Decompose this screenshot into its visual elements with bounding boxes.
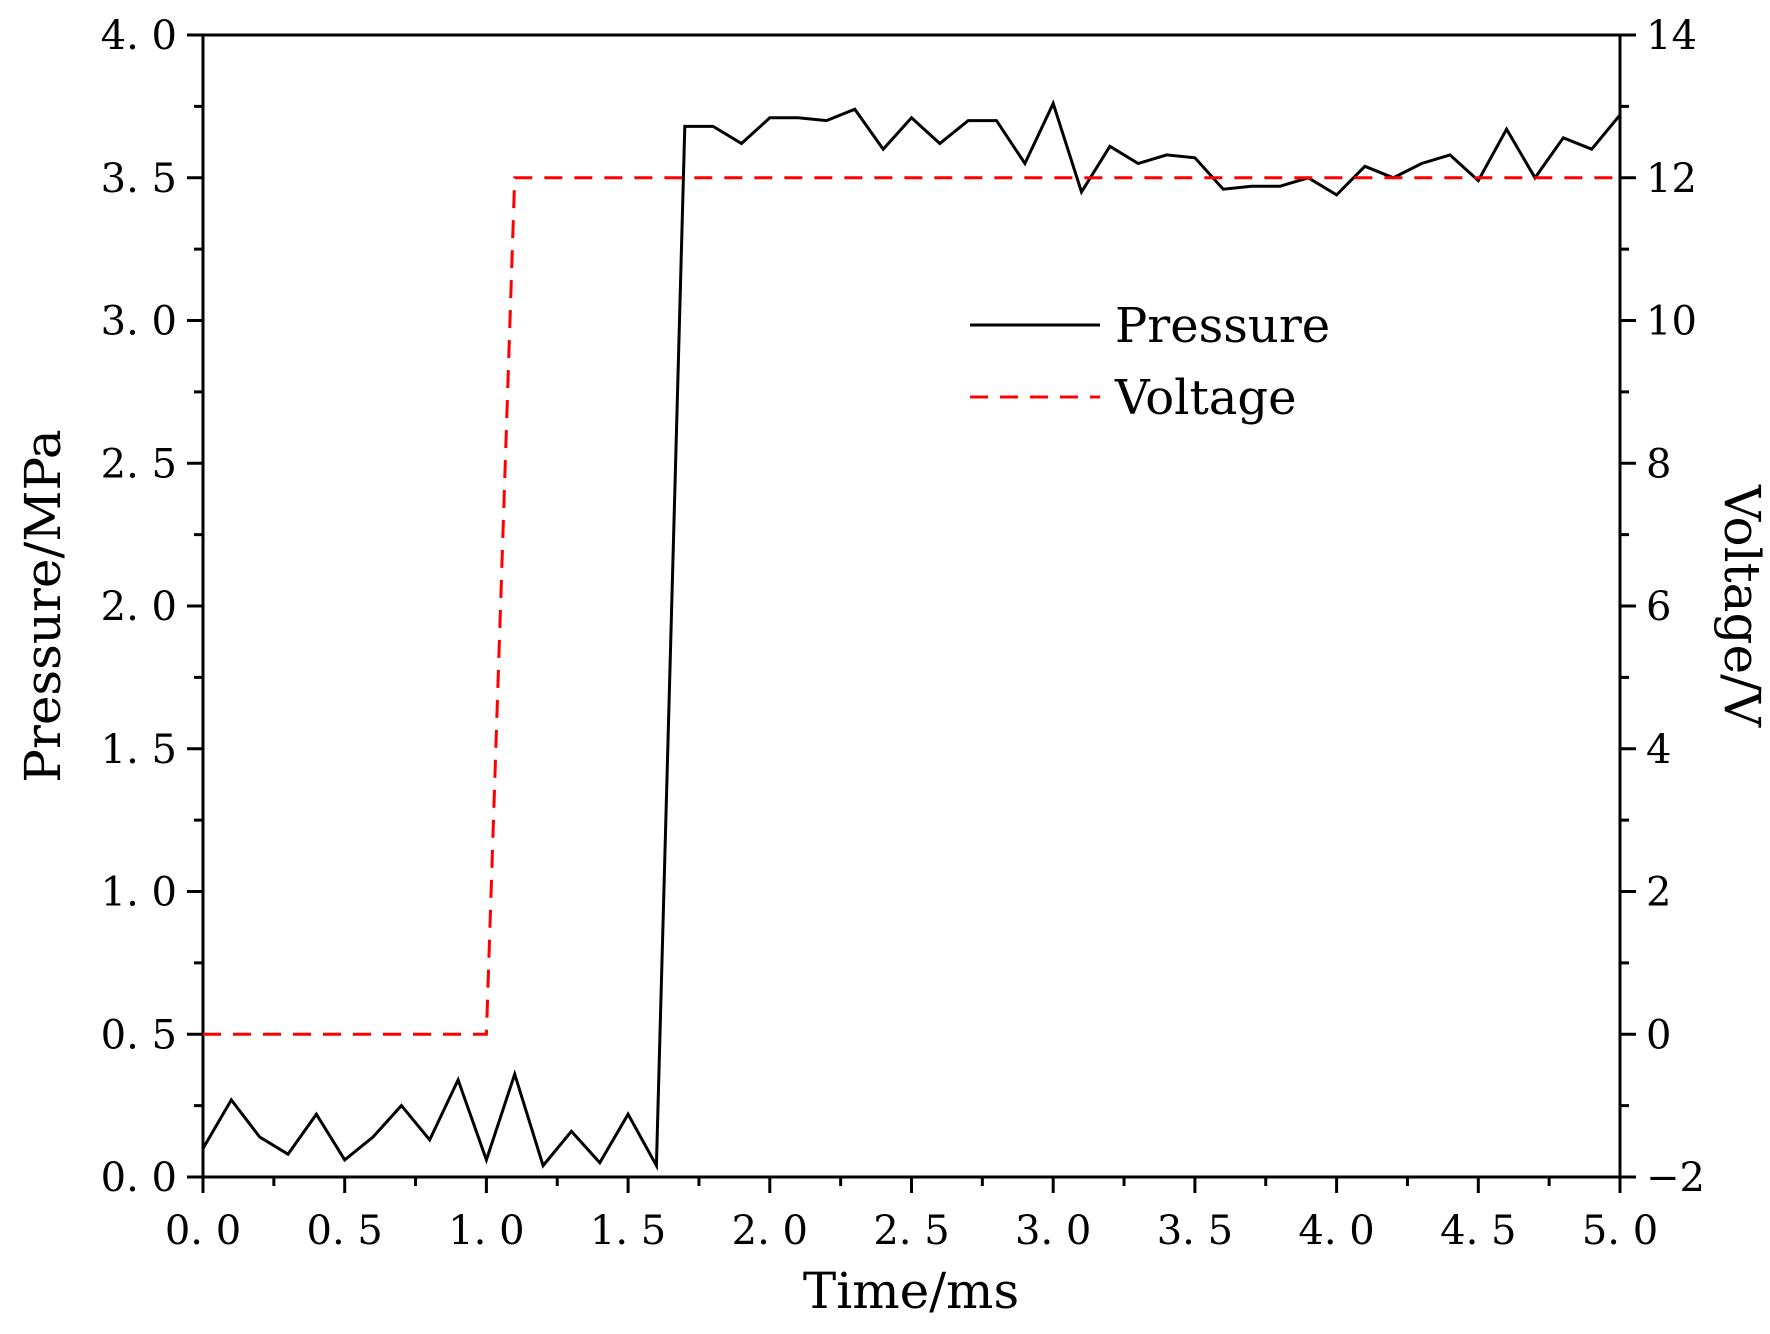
series-line-voltage (203, 176, 1620, 1036)
y2-tick-label: −2 (1646, 1155, 1705, 1201)
y2-tick-label: 14 (1646, 13, 1697, 59)
y2-tick-label: 6 (1646, 584, 1671, 630)
y-tick-label: 2. 5 (101, 441, 177, 487)
y-tick-label: 0. 0 (101, 1155, 177, 1201)
y-tick-label: 1. 0 (101, 870, 177, 916)
y2-axis-ticks: −2 0 2 4 6 8 10 12 14 (1620, 13, 1705, 1201)
y-tick-label: 0. 5 (101, 1012, 177, 1058)
y2-tick-label: 4 (1646, 727, 1671, 773)
plot-frame (201, 33, 1622, 1179)
y-tick-label: 3. 0 (101, 299, 177, 345)
x-tick-label: 2. 0 (732, 1208, 808, 1254)
x-tick-label: 1. 5 (590, 1208, 666, 1254)
series-line-pressure (201, 99, 1622, 1172)
x-tick-label: 4. 5 (1440, 1208, 1516, 1254)
y2-tick-label: 10 (1646, 299, 1697, 345)
y2-tick-label: 12 (1646, 156, 1697, 202)
y-axis-title: Pressure/MPa (14, 429, 72, 782)
y2-tick-label: 8 (1646, 441, 1671, 487)
y-axis-ticks: 0. 0 0. 5 1. 0 1. 5 2. 0 2. 5 3. 0 3. 5 4. 0 (101, 13, 203, 1201)
x-tick-label: 0. 5 (307, 1208, 383, 1254)
x-tick-label: 0. 0 (165, 1208, 241, 1254)
x-tick-label: 1. 0 (448, 1208, 524, 1254)
y-tick-label: 4. 0 (101, 13, 177, 59)
legend-voltage-label: Voltage (1114, 370, 1297, 426)
y-tick-label: 3. 5 (101, 156, 177, 202)
y2-axis-title: Voltage/V (1713, 484, 1770, 728)
series-layer (201, 99, 1622, 1172)
x-axis-ticks: 0. 0 0. 5 1. 0 1. 5 2. 0 2. 5 3. 0 3. 5 4. 0 4. 5… (165, 1177, 1658, 1254)
x-tick-label: 5. 0 (1582, 1208, 1658, 1254)
y-tick-label: 1. 5 (101, 727, 177, 773)
x-tick-label: 3. 5 (1157, 1208, 1233, 1254)
y2-tick-label: 2 (1646, 870, 1671, 916)
legend: Pressure Voltage (970, 298, 1330, 426)
y-tick-label: 2. 0 (101, 584, 177, 630)
x-tick-label: 4. 0 (1298, 1208, 1374, 1254)
legend-pressure-label: Pressure (1115, 298, 1330, 354)
x-tick-label: 3. 0 (1015, 1208, 1091, 1254)
y2-tick-label: 0 (1646, 1012, 1671, 1058)
x-tick-label: 2. 5 (873, 1208, 949, 1254)
x-axis-title: Time/ms (803, 1262, 1019, 1320)
